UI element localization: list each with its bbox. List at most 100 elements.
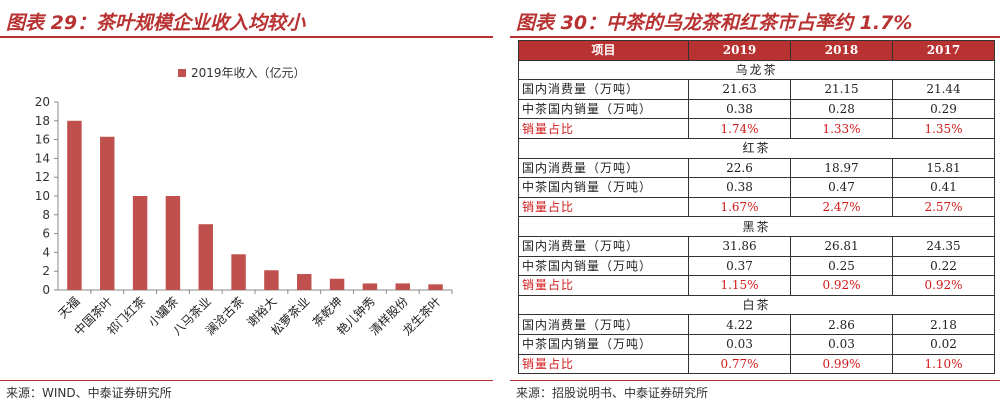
- row-label: 销量占比: [518, 118, 689, 139]
- y-tick-label: 18: [35, 114, 50, 128]
- table-cell: 0.22: [892, 255, 995, 277]
- section-row: 红茶: [518, 137, 995, 159]
- row-label: 国内消费量（万吨）: [518, 235, 689, 257]
- bar: [132, 196, 148, 290]
- section-name: 黑茶: [518, 216, 995, 237]
- y-tick-label: 14: [35, 151, 50, 165]
- left-panel: 图表 29：茶叶规模企业收入均较小 2019年收入（亿元） 0 2 4 6 8 10 12 1…: [0, 0, 493, 406]
- table-cell: 1.10%: [892, 353, 995, 375]
- table-cell: 0.25: [790, 255, 893, 277]
- left-source: 来源：WIND、中泰证券研究所: [6, 386, 172, 400]
- table-cell: 0.47: [790, 177, 893, 198]
- table-row: 销量占比 0.77% 0.99% 1.10%: [518, 353, 995, 375]
- row-label: 销量占比: [518, 196, 689, 218]
- table-title: 图表 30：中茶的乌龙茶和红茶市占率约 1.7%: [516, 12, 913, 34]
- table-row: 国内消费量（万吨） 31.86 26.81 24.35: [518, 235, 995, 257]
- legend-label: 2019年收入（亿元）: [191, 65, 306, 80]
- left-source-line: 来源：WIND、中泰证券研究所: [0, 380, 493, 400]
- y-tick-label: 12: [35, 170, 50, 184]
- chart-bars: [67, 120, 443, 290]
- y-tick-label: 4: [42, 245, 50, 259]
- revenue-bar-chart: 2019年收入（亿元） 0 2 4 6 8 10 12 14 16 18 20 天福中国茶叶祁门红茶…: [35, 65, 453, 339]
- row-label: 中茶国内销量（万吨）: [518, 98, 689, 120]
- table-cell: 0.38: [688, 98, 791, 120]
- row-label: 销量占比: [518, 275, 689, 296]
- table-cell: 22.6: [688, 157, 791, 179]
- market-share-table-wrap: 项目 2019 2018 2017 乌龙茶 国内消费量（万吨） 21.63 21.15 21.…: [518, 40, 995, 375]
- row-label: 中茶国内销量（万吨）: [518, 177, 689, 198]
- bar: [329, 278, 345, 290]
- table-cell: 0.28: [790, 98, 893, 120]
- section-name: 乌龙茶: [518, 59, 995, 81]
- column-header-year: 2017: [892, 40, 995, 61]
- table-row: 中茶国内销量（万吨） 0.38 0.47 0.41: [518, 177, 995, 198]
- y-tick-label: 20: [35, 95, 50, 109]
- table-cell: 0.02: [892, 333, 995, 355]
- bar: [67, 120, 82, 290]
- table-cell: 15.81: [892, 157, 995, 179]
- section-name: 红茶: [518, 137, 995, 159]
- bar: [165, 196, 181, 290]
- column-header-year: 2019: [688, 40, 791, 61]
- row-label: 销量占比: [518, 353, 689, 375]
- table-cell: 0.92%: [892, 275, 995, 296]
- table-row: 中茶国内销量（万吨） 0.03 0.03 0.02: [518, 333, 995, 355]
- table-cell: 21.15: [790, 79, 893, 100]
- table-row: 国内消费量（万吨） 21.63 21.15 21.44: [518, 79, 995, 100]
- table-row: 国内消费量（万吨） 4.22 2.86 2.18: [518, 314, 995, 335]
- bar: [231, 254, 246, 290]
- bar: [100, 136, 115, 290]
- table-row: 销量占比 1.74% 1.33% 1.35%: [518, 118, 995, 139]
- left-title-bar: 图表 29：茶叶规模企业收入均较小: [0, 6, 493, 38]
- table-cell: 1.35%: [892, 118, 995, 139]
- section-row: 乌龙茶: [518, 59, 995, 81]
- right-title-bar: 图表 30：中茶的乌龙茶和红茶市占率约 1.7%: [510, 6, 1000, 38]
- y-tick-label: 2: [42, 264, 50, 278]
- chart-legend: 2019年收入（亿元）: [178, 65, 306, 80]
- table-cell: 18.97: [790, 157, 893, 179]
- bar: [198, 224, 213, 290]
- table-cell: 0.03: [790, 333, 893, 355]
- y-tick-label: 0: [42, 283, 50, 297]
- table-row: 国内消费量（万吨） 22.6 18.97 15.81: [518, 157, 995, 179]
- row-label: 中茶国内销量（万吨）: [518, 255, 689, 277]
- table-cell: 4.22: [688, 314, 791, 335]
- table-cell: 0.37: [688, 255, 791, 277]
- chart-axes: 0 2 4 6 8 10 12 14 16 18 20: [35, 95, 453, 297]
- table-cell: 21.63: [688, 79, 791, 100]
- right-source-line: 来源：招股说明书、中泰证券研究所: [510, 380, 1000, 400]
- table-row: 销量占比 1.15% 0.92% 0.92%: [518, 275, 995, 296]
- table-cell: 0.92%: [790, 275, 893, 296]
- table-body: 乌龙茶 国内消费量（万吨） 21.63 21.15 21.44 中茶国内销量（万吨） 0.3…: [518, 59, 995, 375]
- chart-title: 图表 29：茶叶规模企业收入均较小: [6, 12, 306, 34]
- table-cell: 0.41: [892, 177, 995, 198]
- right-panel: 图表 30：中茶的乌龙茶和红茶市占率约 1.7% 项目 2019 2018 2017 …: [510, 0, 1000, 406]
- row-label: 国内消费量（万吨）: [518, 79, 689, 100]
- table-cell: 0.29: [892, 98, 995, 120]
- bar: [362, 283, 378, 290]
- bar: [395, 283, 410, 290]
- table-row: 中茶国内销量（万吨） 0.37 0.25 0.22: [518, 255, 995, 277]
- table-cell: 1.33%: [790, 118, 893, 139]
- section-row: 白茶: [518, 294, 995, 316]
- table-row: 销量占比 1.67% 2.47% 2.57%: [518, 196, 995, 218]
- chart-x-labels: 天福中国茶叶祁门红茶小罐茶八马茶业澜沧古茶谢裕大松萝茶业茶乾坤艳儿钟秀清样股份龙…: [55, 294, 444, 339]
- table-cell: 2.57%: [892, 196, 995, 218]
- y-tick-label: 8: [42, 208, 50, 222]
- table-cell: 0.38: [688, 177, 791, 198]
- table-cell: 1.67%: [688, 196, 791, 218]
- bar: [428, 284, 443, 290]
- table-cell: 0.77%: [688, 353, 791, 375]
- legend-swatch: [178, 69, 186, 77]
- section-row: 黑茶: [518, 216, 995, 237]
- table-cell: 21.44: [892, 79, 995, 100]
- table-header: 项目 2019 2018 2017: [518, 40, 995, 61]
- bar: [297, 274, 312, 290]
- header-row: 项目 2019 2018 2017: [518, 40, 995, 61]
- section-name: 白茶: [518, 294, 995, 316]
- y-tick-label: 16: [35, 133, 50, 147]
- table-cell: 0.99%: [790, 353, 893, 375]
- y-tick-label: 10: [35, 189, 50, 203]
- right-source: 来源：招股说明书、中泰证券研究所: [516, 386, 709, 400]
- table-cell: 24.35: [892, 235, 995, 257]
